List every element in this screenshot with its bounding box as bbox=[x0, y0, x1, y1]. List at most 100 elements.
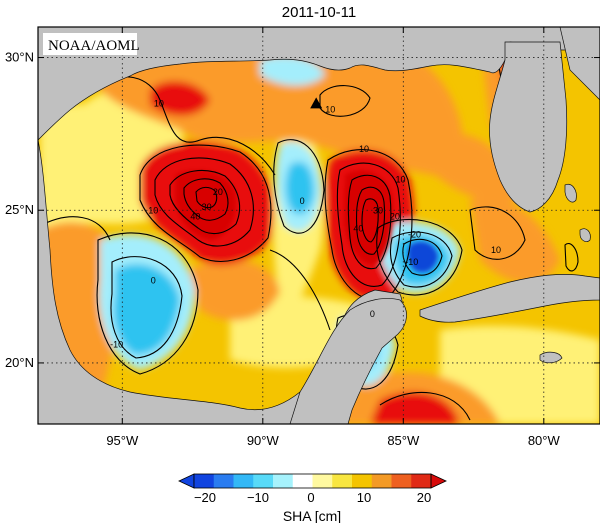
colorbar-segment bbox=[273, 474, 294, 488]
colorbar-left-arrow bbox=[178, 473, 195, 489]
contour-line bbox=[154, 157, 254, 247]
contour-label: 10 bbox=[395, 175, 405, 185]
contour-label: -10 bbox=[405, 257, 418, 267]
anomaly-region bbox=[90, 48, 464, 180]
contour-line bbox=[39, 216, 111, 241]
contour-label: 40 bbox=[353, 224, 363, 234]
contour-line bbox=[469, 206, 526, 260]
colorbar-tick-label: 20 bbox=[417, 490, 431, 505]
contour-line bbox=[355, 186, 386, 255]
contour-line bbox=[376, 218, 463, 296]
colorbar-tick-label: −10 bbox=[247, 490, 269, 505]
colorbar-segment bbox=[391, 474, 412, 488]
contour-line bbox=[99, 76, 276, 176]
lon-tick-label: 80°W bbox=[528, 433, 561, 448]
contour-line bbox=[169, 170, 241, 235]
contour-label: 40 bbox=[190, 211, 200, 221]
lat-tick-label: 30°N bbox=[5, 50, 34, 65]
lon-tick-label: 85°W bbox=[387, 433, 420, 448]
colorbar-frame bbox=[193, 473, 432, 489]
contour-line bbox=[389, 231, 453, 288]
lat-tick-label: 20°N bbox=[5, 355, 34, 370]
map-title: 2011-10-11 bbox=[282, 4, 357, 21]
contour-line bbox=[139, 144, 272, 262]
us-gulf-coast bbox=[38, 27, 600, 141]
colorbar-segment bbox=[371, 474, 392, 488]
colorbar-segment bbox=[411, 474, 432, 488]
contour-label: 10 bbox=[154, 98, 164, 108]
contour-label: 20 bbox=[390, 211, 400, 221]
contour-line bbox=[319, 85, 371, 117]
colorbar-segment bbox=[253, 474, 274, 488]
bahamas-islands bbox=[564, 184, 591, 242]
colorbar-segment bbox=[312, 474, 333, 488]
contour-line bbox=[183, 178, 229, 221]
contour-label: 0 bbox=[151, 276, 156, 286]
contour-line bbox=[96, 232, 199, 375]
contour-label: 10 bbox=[325, 105, 335, 115]
anomaly-region bbox=[370, 391, 460, 424]
contour-label: 10 bbox=[148, 205, 158, 215]
contour-line bbox=[110, 256, 183, 359]
contour-line bbox=[379, 391, 471, 421]
colorbar: −20 −10 0 10 20 SHA [cm] bbox=[178, 473, 447, 523]
colorbar-tick-label: −20 bbox=[194, 490, 216, 505]
anomaly-region bbox=[430, 133, 520, 203]
contour-line bbox=[402, 238, 443, 276]
colorbar-tick-labels: −20 −10 0 10 20 bbox=[194, 490, 431, 505]
map-axis-labels: 95°W 90°W 85°W 80°W 20°N 25°N 30°N bbox=[5, 50, 561, 448]
anomaly-region bbox=[190, 259, 280, 321]
lon-tick-label: 95°W bbox=[106, 433, 139, 448]
credit-label: NOAA/AOML bbox=[48, 38, 140, 54]
colorbar-label: SHA [cm] bbox=[283, 508, 341, 523]
land-masses bbox=[38, 27, 600, 424]
anomaly-region bbox=[260, 55, 325, 86]
colorbar-segment bbox=[233, 474, 254, 488]
colorbar-segments bbox=[194, 474, 432, 488]
contour-line bbox=[347, 174, 392, 270]
anomaly-region bbox=[470, 197, 560, 284]
contour-line bbox=[336, 162, 401, 287]
map-axis-ticks bbox=[38, 27, 600, 424]
yucatan-peninsula bbox=[289, 298, 407, 424]
map-frame bbox=[37, 26, 600, 425]
anomaly-region bbox=[113, 264, 180, 355]
colorbar-segment bbox=[213, 474, 234, 488]
colorbar-tick-label: 10 bbox=[357, 490, 371, 505]
credit-box bbox=[43, 33, 137, 55]
contour-label: -20 bbox=[408, 230, 421, 240]
colorbar-tick-label: 0 bbox=[307, 490, 314, 505]
triangle-marker bbox=[310, 97, 323, 109]
jamaica-island bbox=[539, 351, 563, 364]
colorbar-segment bbox=[332, 474, 353, 488]
contour-label: 10 bbox=[491, 245, 501, 255]
anomaly-region bbox=[300, 84, 370, 119]
contour-label: 10 bbox=[359, 144, 369, 154]
contour-line bbox=[361, 198, 379, 243]
florida-peninsula bbox=[489, 41, 568, 213]
contour-label: 0 bbox=[300, 196, 305, 206]
lat-tick-label: 25°N bbox=[5, 202, 34, 217]
contour-label: 30 bbox=[202, 202, 212, 212]
colorbar-segment bbox=[352, 474, 373, 488]
colorbar-right-arrow bbox=[430, 473, 447, 489]
contour-label: -10 bbox=[110, 340, 123, 350]
anomaly-region bbox=[150, 81, 210, 116]
contour-label: 20 bbox=[213, 187, 223, 197]
anomaly-region bbox=[285, 161, 315, 215]
map-graticule bbox=[38, 27, 600, 424]
anomaly-region bbox=[407, 241, 438, 273]
colorbar-segment bbox=[292, 474, 313, 488]
contour-line bbox=[195, 186, 218, 209]
contour-line bbox=[564, 243, 579, 272]
contour-line bbox=[269, 249, 331, 331]
colorbar-segment bbox=[194, 474, 215, 488]
contour-line bbox=[273, 139, 325, 234]
lon-tick-label: 90°W bbox=[247, 433, 280, 448]
cuba-island bbox=[419, 274, 600, 323]
contour-label: 30 bbox=[373, 205, 383, 215]
contour-label: 0 bbox=[370, 309, 375, 319]
